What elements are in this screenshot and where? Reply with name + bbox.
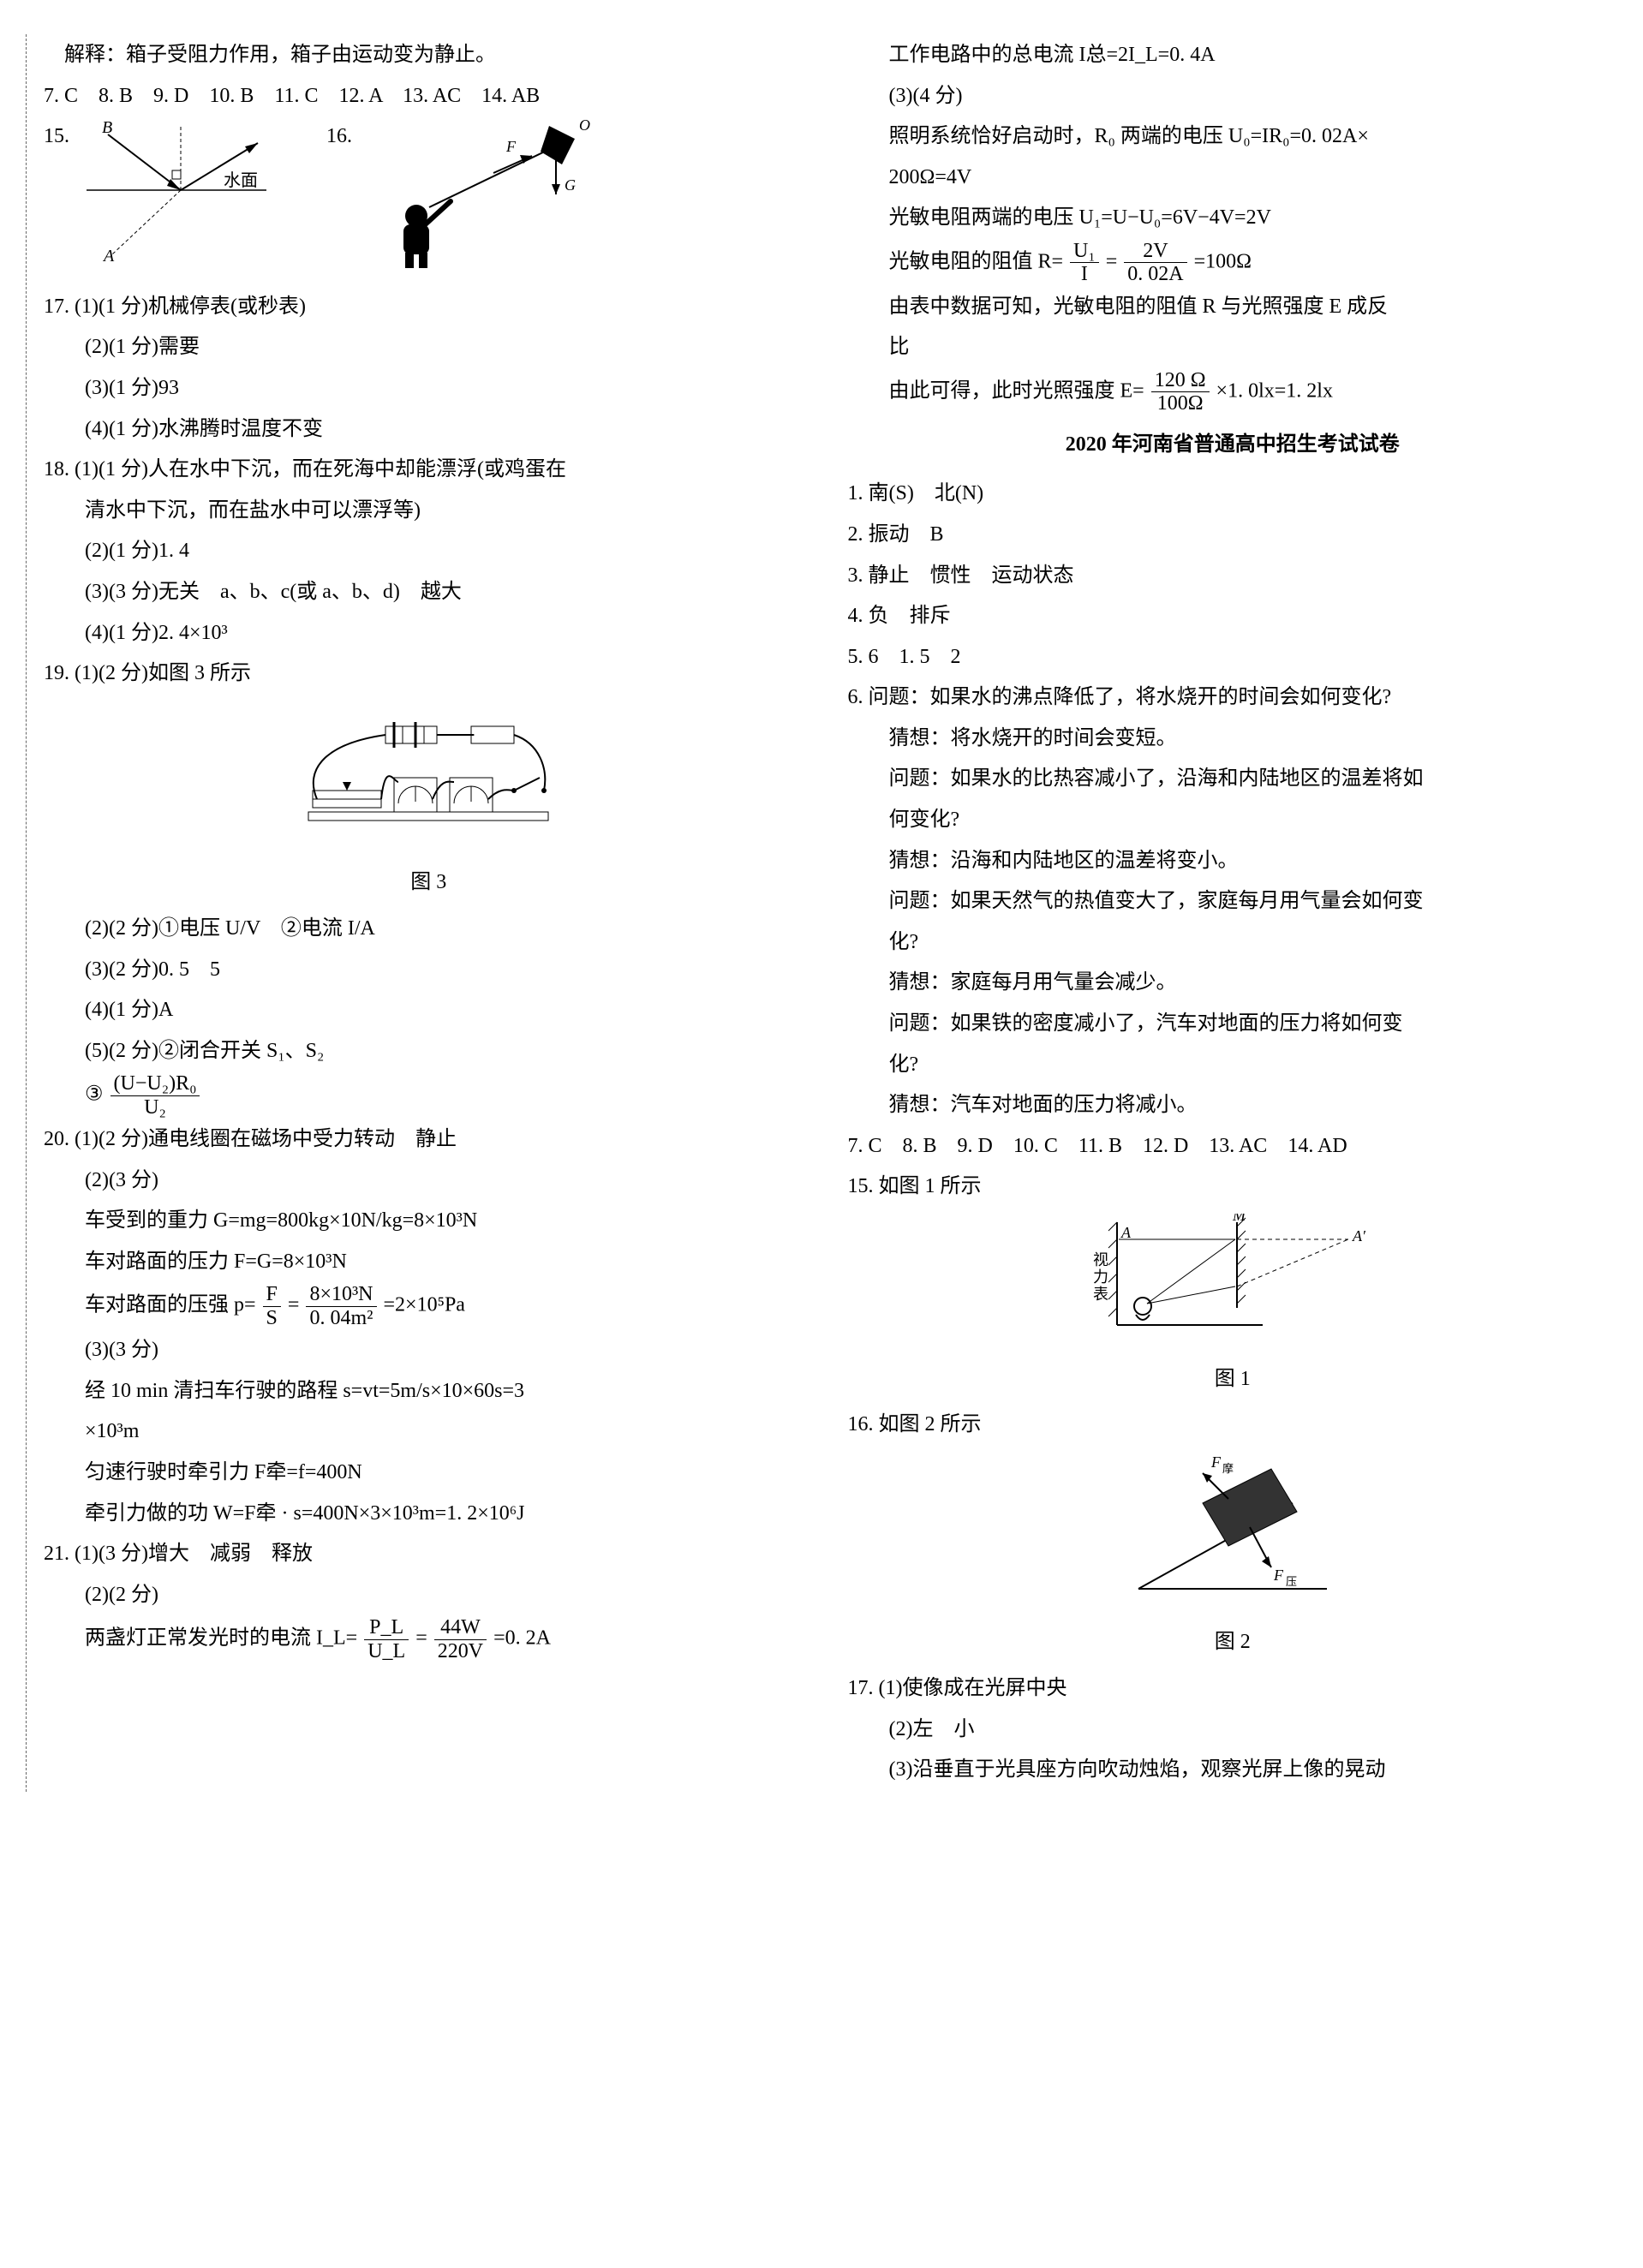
svg-text:F: F <box>1210 1453 1222 1471</box>
svg-text:A: A <box>1120 1224 1132 1241</box>
text-line: (3)(3 分) <box>44 1331 814 1370</box>
text-line: (2)(1 分)1. 4 <box>44 532 814 571</box>
q16-label: 16. <box>326 117 352 157</box>
formula-line: 由此可得，此时光照强度 E= 120 Ω100Ω ×1. 0lx=1. 2lx <box>848 369 1618 415</box>
text-line: (3)(1 分)93 <box>44 369 814 409</box>
q16-diagram: O G F <box>369 117 592 286</box>
text-line: 猜想：家庭每月用气量会减少。 <box>848 964 1618 1003</box>
svg-text:压: 压 <box>1286 1575 1297 1588</box>
text-line: 由表中数据可知，光敏电阻的阻值 R 与光照强度 E 成反 <box>848 288 1618 327</box>
svg-text:力: 力 <box>1093 1268 1108 1286</box>
label-water: 水面 <box>224 170 258 190</box>
text-line: (3)沿垂直于光具座方向吹动烛焰，观察光屏上像的晃动 <box>848 1751 1618 1790</box>
text-line: (2)左 小 <box>848 1710 1618 1750</box>
svg-text:O: O <box>579 117 590 134</box>
text-line: 解释：箱子受阻力作用，箱子由运动变为静止。 <box>44 36 814 75</box>
text-line: 猜想：将水烧开的时间会变短。 <box>848 719 1618 759</box>
figure-2: F摩 F压 图 2 <box>848 1452 1618 1662</box>
text-line: 照明系统恰好启动时，R₀ 两端的电压 U₀=IR₀=0. 02A× <box>848 117 1618 157</box>
svg-text:F: F <box>1273 1567 1284 1584</box>
label-A: A <box>102 247 115 263</box>
formula-line: 两盏灯正常发光时的电流 I_L= P_LU_L = 44W220V =0. 2A <box>44 1616 814 1662</box>
text-line: 比 <box>848 328 1618 367</box>
text-line: 经 10 min 清扫车行驶的路程 s=vt=5m/s×10×60s=3 <box>44 1372 814 1412</box>
text-line: 化? <box>848 1046 1618 1085</box>
text-line: 15. 如图 1 所示 <box>848 1167 1618 1207</box>
text-line: 21. (1)(3 分)增大 减弱 释放 <box>44 1535 814 1574</box>
figure-3: 图 3 <box>44 701 814 903</box>
answer-key-line: 7. C 8. B 9. D 10. C 11. B 12. D 13. AC … <box>848 1127 1618 1167</box>
text-line: 猜想：沿海和内陆地区的温差将变小。 <box>848 842 1618 881</box>
text-line: 19. (1)(2 分)如图 3 所示 <box>44 654 814 694</box>
text-line: 17. (1)使像成在光屏中央 <box>848 1669 1618 1709</box>
svg-text:A′: A′ <box>1352 1227 1366 1244</box>
text-line: 1. 南(S) 北(N) <box>848 474 1618 514</box>
text-line: (2)(3 分) <box>44 1161 814 1201</box>
svg-text:表: 表 <box>1093 1286 1108 1303</box>
text-line: 化? <box>848 923 1618 963</box>
formula-line: 车对路面的压强 p= FS = 8×10³N0. 04m² =2×10⁵Pa <box>44 1283 814 1329</box>
q15-diagram: B 水面 A <box>87 117 275 278</box>
text-line: (2)(2 分)①电压 U/V ②电流 I/A <box>44 910 814 949</box>
figure-3-label: 图 3 <box>44 863 814 903</box>
circle-3: ③ <box>85 1083 104 1106</box>
formula-line: 光敏电阻的阻值 R= U₁I = 2V0. 02A =100Ω <box>848 240 1618 286</box>
svg-text:G: G <box>565 176 576 194</box>
figure-2-label: 图 2 <box>848 1623 1618 1662</box>
right-column: 工作电路中的总电流 I总=2I_L=0. 4A (3)(4 分) 照明系统恰好启… <box>848 34 1618 1792</box>
figure-1-label: 图 1 <box>848 1360 1618 1400</box>
left-column: 解释：箱子受阻力作用，箱子由运动变为静止。 7. C 8. B 9. D 10.… <box>26 34 814 1792</box>
text-line: 16. 如图 2 所示 <box>848 1406 1618 1445</box>
svg-text:F: F <box>505 138 517 155</box>
text-line: 3. 静止 惯性 运动状态 <box>848 557 1618 596</box>
q15-label: 15. <box>44 117 69 157</box>
formula-line: ③ (U−U₂)R₀ U₂ <box>44 1072 814 1119</box>
fraction: (U−U₂)R₀ U₂ <box>111 1072 200 1119</box>
svg-text:摩: 摩 <box>1222 1462 1234 1475</box>
text-line: 20. (1)(2 分)通电线圈在磁场中受力转动 静止 <box>44 1120 814 1160</box>
text-line: 问题：如果铁的密度减小了，汽车对地面的压力将如何变 <box>848 1005 1618 1044</box>
text-line: (4)(1 分)水沸腾时温度不变 <box>44 410 814 450</box>
label-B: B <box>102 118 112 137</box>
text-line: (4)(1 分)2. 4×10³ <box>44 614 814 654</box>
text-line: (3)(4 分) <box>848 77 1618 116</box>
text-line: 猜想：汽车对地面的压力将减小。 <box>848 1086 1618 1125</box>
section-title: 2020 年河南省普通高中招生考试试卷 <box>848 426 1618 465</box>
text-line: 车对路面的压力 F=G=8×10³N <box>44 1243 814 1282</box>
text-line: (3)(2 分)0. 5 5 <box>44 951 814 990</box>
text-line: (3)(3 分)无关 a、b、c(或 a、b、d) 越大 <box>44 573 814 612</box>
text-line: 17. (1)(1 分)机械停表(或秒表) <box>44 288 814 327</box>
fig1-vlabel: 视 <box>1093 1251 1108 1268</box>
text-line: 何变化? <box>848 801 1618 840</box>
text-line: (4)(1 分)A <box>44 991 814 1030</box>
text-line: 匀速行驶时牵引力 F牵=f=400N <box>44 1453 814 1493</box>
text-line: 200Ω=4V <box>848 158 1618 198</box>
text-line: 4. 负 排斥 <box>848 597 1618 636</box>
text-line: 清水中下沉，而在盐水中可以漂浮等) <box>44 492 814 531</box>
text-line: 牵引力做的功 W=F牵 · s=400N×3×10³m=1. 2×10⁶J <box>44 1495 814 1534</box>
figure-1: 视 力 表 M A <box>848 1214 1618 1399</box>
text-line: ×10³m <box>44 1412 814 1452</box>
text-line: 问题：如果水的比热容减小了，沿海和内陆地区的温差将如 <box>848 760 1618 799</box>
text-line: 18. (1)(1 分)人在水中下沉，而在死海中却能漂浮(或鸡蛋在 <box>44 451 814 490</box>
text-line: (2)(2 分) <box>44 1576 814 1615</box>
text-line: (5)(2 分)②闭合开关 S₁、S₂ <box>44 1032 814 1071</box>
text-line: 6. 问题：如果水的沸点降低了，将水烧开的时间会如何变化? <box>848 678 1618 718</box>
text-line: (2)(1 分)需要 <box>44 328 814 367</box>
text-line: 2. 振动 B <box>848 516 1618 555</box>
page-root: 解释：箱子受阻力作用，箱子由运动变为静止。 7. C 8. B 9. D 10.… <box>26 34 1617 1792</box>
text-line: 车受到的重力 G=mg=800kg×10N/kg=8×10³N <box>44 1202 814 1241</box>
svg-text:M: M <box>1232 1214 1246 1224</box>
answer-key-line: 7. C 8. B 9. D 10. B 11. C 12. A 13. AC … <box>44 77 814 116</box>
text-line: 光敏电阻两端的电压 U₁=U−U₀=6V−4V=2V <box>848 199 1618 238</box>
text-line: 工作电路中的总电流 I总=2I_L=0. 4A <box>848 36 1618 75</box>
q15-q16-row: 15. B 水面 A 16. <box>44 117 814 286</box>
text-line: 问题：如果天然气的热值变大了，家庭每月用气量会如何变 <box>848 882 1618 922</box>
text-line: 5. 6 1. 5 2 <box>848 638 1618 677</box>
